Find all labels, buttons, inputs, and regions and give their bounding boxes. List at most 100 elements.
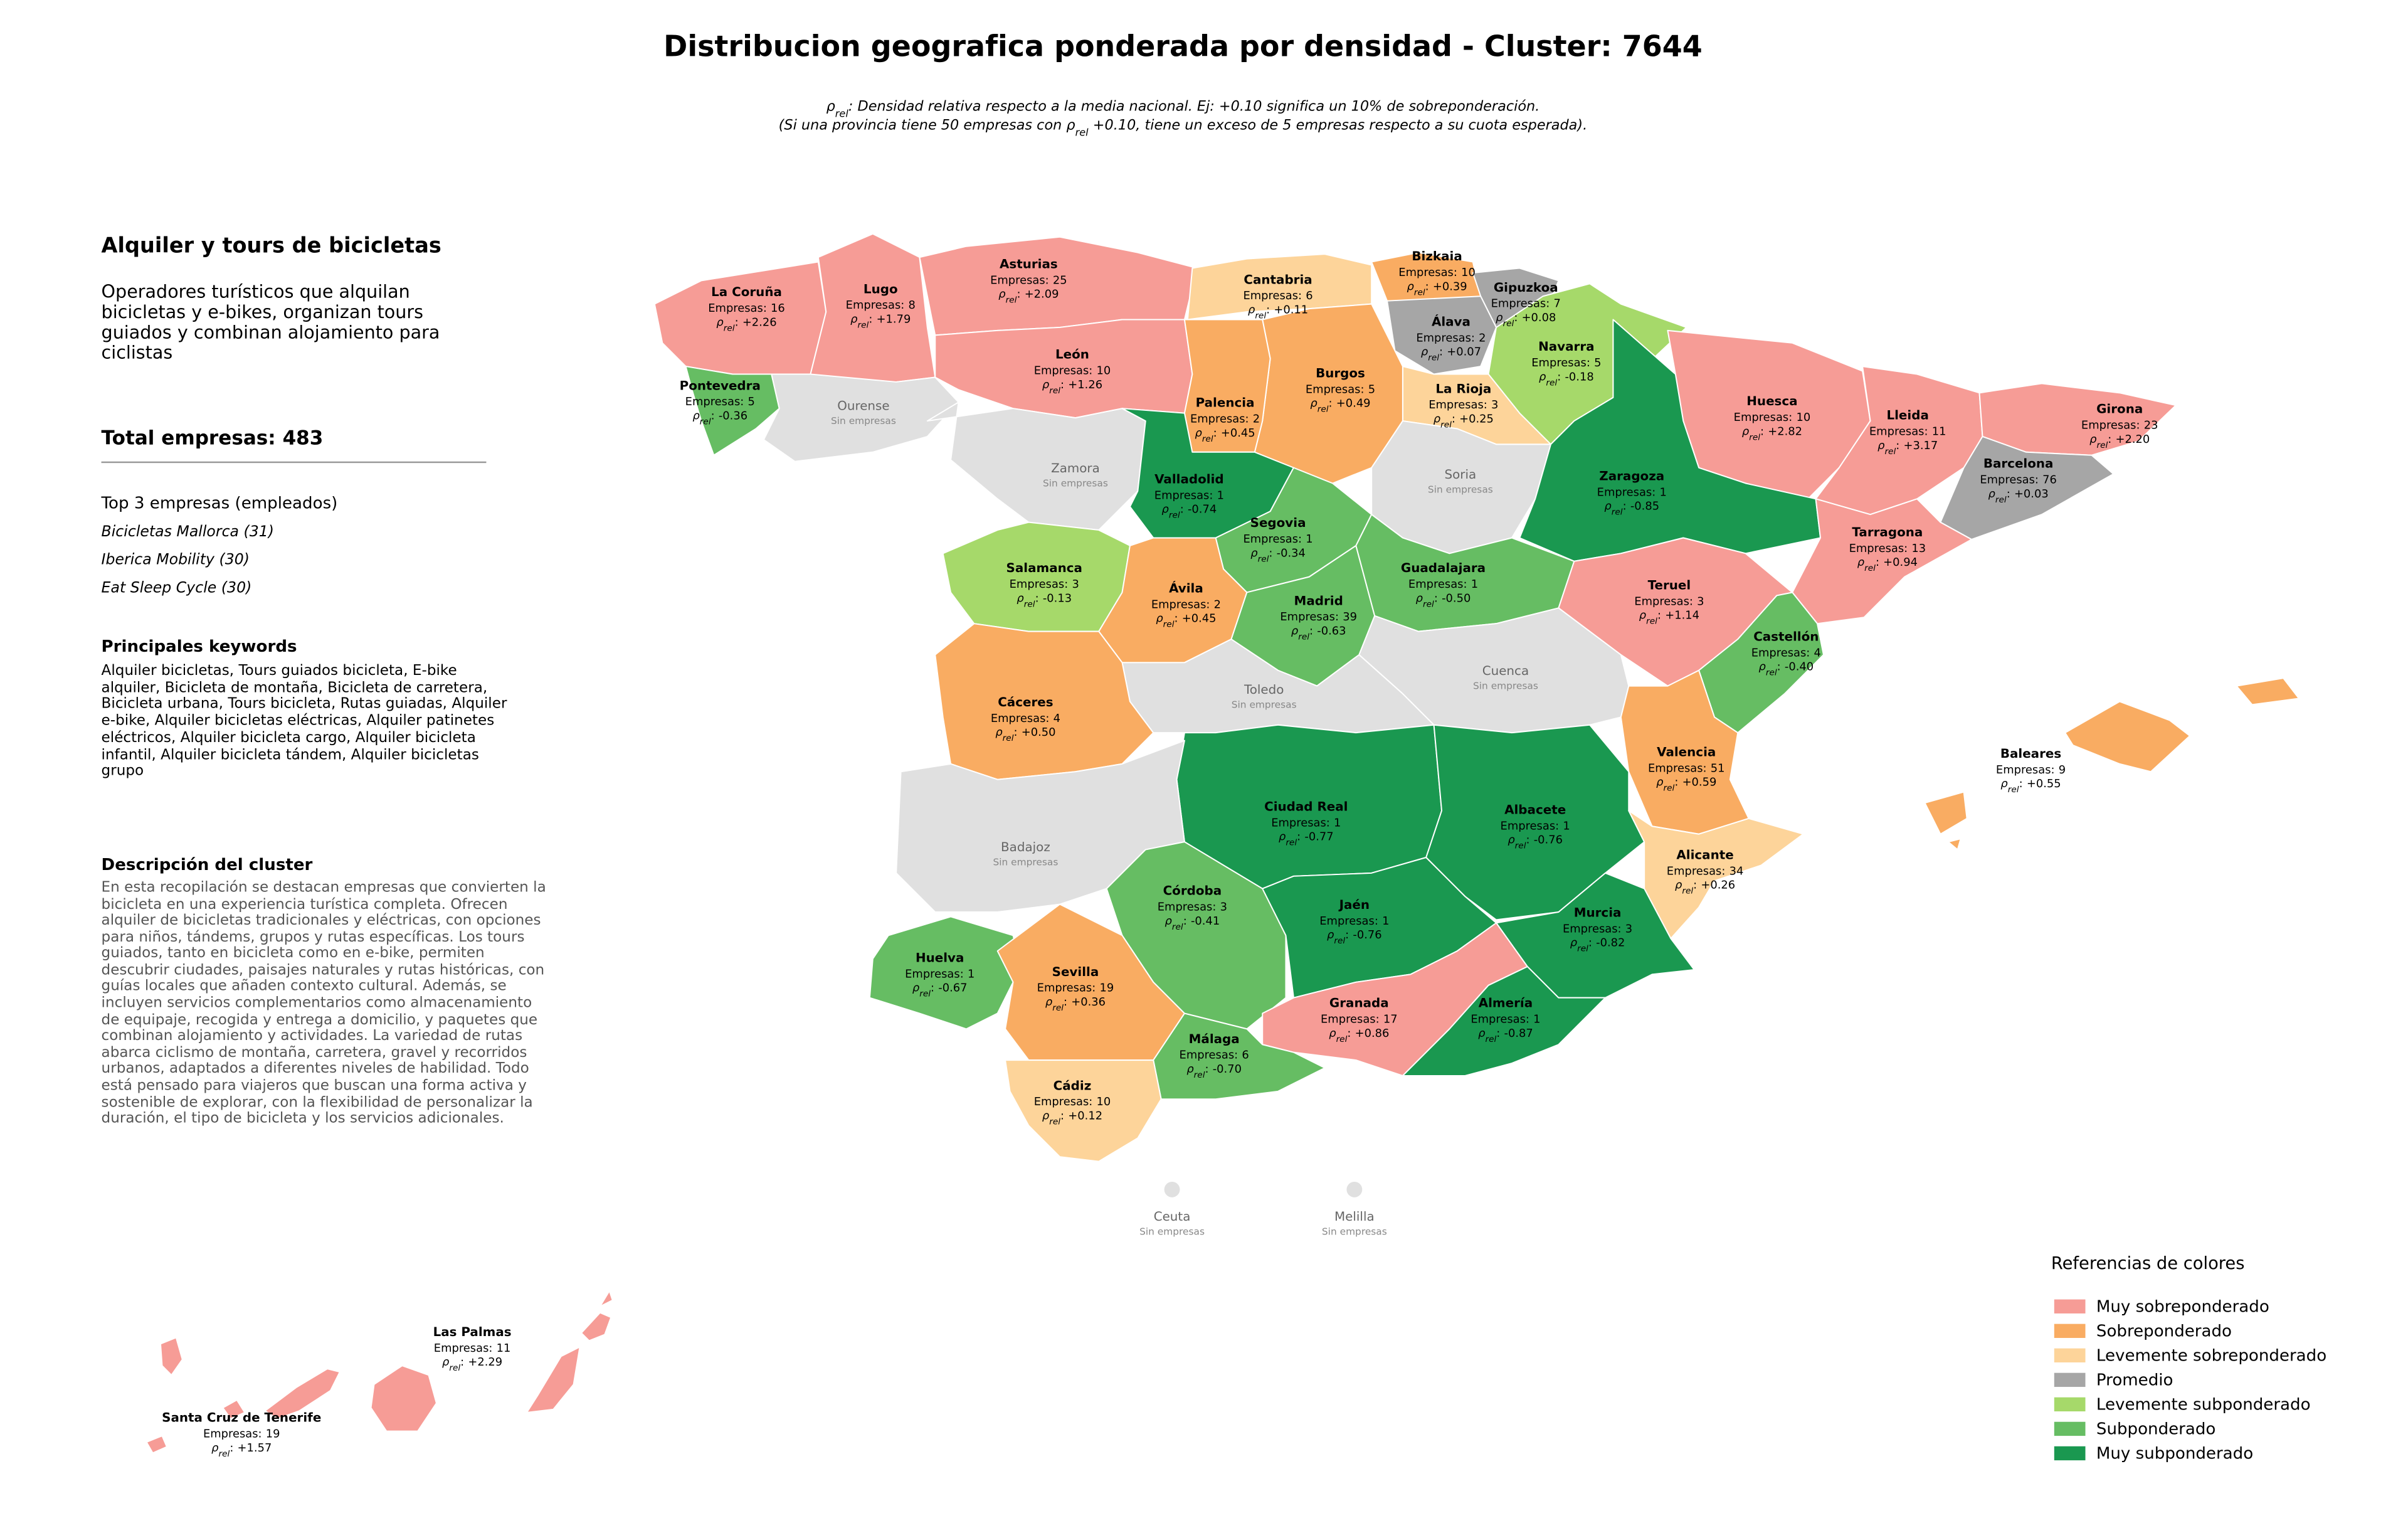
rho-suffix: : — [1588, 936, 1592, 950]
province-rho: ρrel: +2.29 — [442, 1356, 502, 1373]
rho-sub: rel — [1163, 620, 1175, 630]
province-companies: Empresas: 5 — [1531, 356, 1601, 369]
province-companies: Empresas: 4 — [1751, 646, 1821, 659]
province-name: Guadalajara — [1401, 561, 1486, 575]
rho-value: +2.09 — [1025, 288, 1059, 301]
province-rho: ρrel: +2.20 — [2089, 433, 2150, 450]
rho-symbol: ρ — [2000, 777, 2008, 790]
companies-value: 4 — [1814, 646, 1821, 659]
keywords: Alquiler bicicletas, Tours guiados bicic… — [101, 662, 507, 780]
rho-suffix: : — [1657, 609, 1661, 622]
legend-label: Sobreponderado — [2096, 1322, 2232, 1341]
legend-label: Muy sobreponderado — [2096, 1297, 2269, 1316]
province-companies: Empresas: 10 — [1034, 1095, 1111, 1108]
cluster-text: En esta recopilación se destacan empresa… — [101, 879, 546, 1128]
companies-value: 1 — [1533, 1012, 1540, 1026]
companies-label: Empresas: — [1398, 266, 1457, 279]
province-name: Lleida — [1886, 408, 1928, 423]
province-name: Teruel — [1648, 578, 1691, 592]
province-name: Cádiz — [1054, 1078, 1092, 1093]
rho-symbol: ρ — [2089, 433, 2097, 446]
province-shape — [526, 1346, 581, 1413]
rho-symbol: ρ — [1165, 915, 1173, 928]
rho-suffix: : — [1896, 439, 1899, 452]
rho-suffix: : — [1183, 915, 1187, 928]
province-companies: Empresas: 2 — [1190, 413, 1260, 426]
province-shape — [1402, 965, 1606, 1076]
rho-sub: rel — [1749, 432, 1760, 442]
companies-label: Empresas: — [1563, 922, 1622, 935]
rho-sub: rel — [1577, 944, 1588, 954]
rho-sub: rel — [1298, 632, 1309, 642]
cluster-summary: Operadores turísticos que alquilan bicic… — [101, 280, 440, 364]
province-name: La Coruña — [711, 285, 782, 299]
rho-value: +0.39 — [1433, 280, 1467, 293]
province-shape — [1153, 1012, 1326, 1100]
companies-label: Empresas: — [1154, 489, 1213, 502]
province-companies: Empresas: 10 — [1034, 364, 1111, 378]
rho-symbol: ρ — [1639, 609, 1647, 622]
keywords-title: Principales keywords — [101, 637, 297, 657]
rho-value: -0.74 — [1188, 503, 1217, 516]
rho-value: -0.76 — [1353, 928, 1381, 942]
province-shape — [222, 1399, 246, 1419]
province-name: Girona — [2096, 402, 2143, 416]
no-data-label: Sin empresas — [1043, 477, 1108, 489]
province-name: Palencia — [1196, 396, 1255, 410]
province-shape — [1947, 838, 1962, 851]
rho-symbol: ρ — [692, 410, 700, 423]
province-companies: Empresas: 6 — [1180, 1049, 1249, 1062]
companies-label: Empresas: — [2081, 418, 2140, 432]
province-shape — [581, 1312, 612, 1342]
companies-value: 39 — [1343, 610, 1357, 623]
province-name: Baleares — [2000, 746, 2061, 761]
rho-sub: rel — [1169, 511, 1180, 521]
rho-suffix: : — [1013, 726, 1017, 739]
rho-suffix: : — [1266, 304, 1270, 317]
province-rho: ρrel: +0.59 — [1656, 776, 1716, 793]
province-rho: ρrel: +0.39 — [1407, 280, 1467, 297]
rho-sub: rel — [1485, 1034, 1496, 1044]
no-data-label: Sin empresas — [831, 415, 896, 427]
rho-suffix: : — [1180, 503, 1184, 516]
rho-suffix: : — [1876, 556, 1879, 569]
companies-value: 1 — [1382, 915, 1389, 928]
rho-suffix: : — [1623, 500, 1627, 513]
rho-sub: rel — [1024, 599, 1035, 609]
legend-swatch — [2054, 1372, 2086, 1387]
total-companies: Total empresas: 483 — [102, 426, 569, 449]
province-name: Salamanca — [1006, 561, 1082, 575]
province-shape — [1005, 1059, 1162, 1162]
province-companies: Empresas: 1 — [1501, 819, 1570, 832]
rho-value: -0.76 — [1534, 834, 1563, 847]
province-rho: ρrel: +1.79 — [850, 312, 911, 330]
province-companies: Empresas: 3 — [1563, 922, 1632, 935]
rho-value: -0.41 — [1191, 915, 1220, 928]
companies-value: 23 — [2144, 418, 2158, 432]
companies-value: 19 — [266, 1428, 280, 1441]
rho-symbol: ρ — [1248, 304, 1255, 317]
province-name: Ourense — [837, 399, 889, 413]
rho-sub: rel — [1075, 126, 1089, 138]
province-rho: ρrel: +0.03 — [1988, 487, 2049, 505]
rho-value: +0.26 — [1701, 879, 1735, 892]
cluster-title: Descripción del cluster — [101, 856, 313, 875]
province-companies: Empresas: 3 — [1428, 398, 1498, 411]
rho-suffix: : — [931, 982, 934, 995]
rho-value: -0.13 — [1043, 592, 1072, 605]
rho-sub: rel — [1440, 420, 1452, 430]
province-rho: ρrel: +2.26 — [716, 316, 776, 333]
province-shape — [869, 916, 1022, 1030]
rho-symbol: ρ — [1604, 500, 1612, 513]
companies-value: 13 — [1911, 542, 1926, 555]
rho-symbol: ρ — [1042, 1110, 1050, 1123]
companies-label: Empresas: — [1849, 542, 1908, 555]
rho-value: +0.49 — [1336, 397, 1371, 410]
rho-sub: rel — [449, 1363, 460, 1373]
province-name: Ciudad Real — [1264, 799, 1348, 814]
companies-value: 3 — [1697, 595, 1704, 608]
companies-label: Empresas: — [1471, 1012, 1529, 1026]
companies-value: 11 — [1932, 425, 1946, 438]
province-companies: Empresas: 11 — [434, 1342, 511, 1355]
